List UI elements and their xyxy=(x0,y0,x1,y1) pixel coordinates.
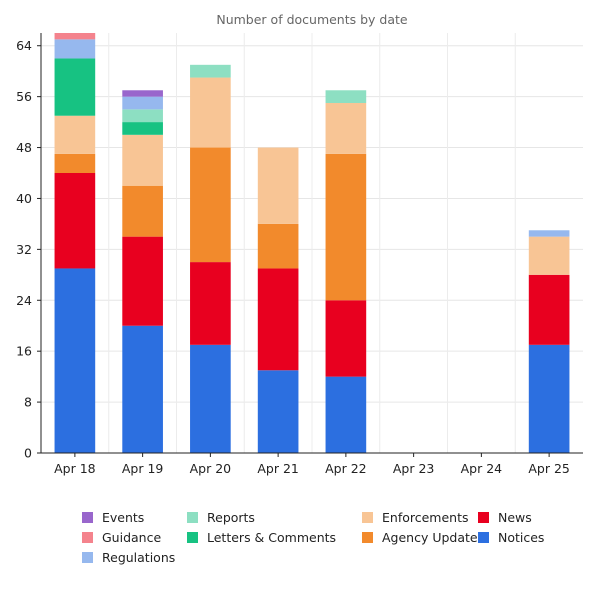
bar-reports-apr-22 xyxy=(325,90,367,103)
legend-label: Letters & Comments xyxy=(207,530,337,545)
legend-swatch xyxy=(187,512,198,523)
legend-label: Enforcements xyxy=(382,510,469,525)
bar-enforcements-apr-21 xyxy=(257,147,299,224)
x-tick-label: Apr 23 xyxy=(393,461,435,476)
legend-item-events[interactable]: Events xyxy=(82,510,144,525)
bar-guidance-apr-18 xyxy=(54,33,96,40)
legend-item-reports[interactable]: Reports xyxy=(187,510,255,525)
bar-enforcements-apr-19 xyxy=(122,134,163,186)
legend-swatch xyxy=(82,552,93,563)
bar-notices-apr-20 xyxy=(190,344,231,453)
y-tick-label: 56 xyxy=(16,89,32,104)
legend-label: Notices xyxy=(498,530,545,545)
bar-notices-apr-22 xyxy=(325,376,367,453)
bar-enforcements-apr-18 xyxy=(54,115,96,154)
bar-news-apr-22 xyxy=(325,300,367,377)
y-tick-label: 64 xyxy=(16,38,32,53)
x-tick-label: Apr 21 xyxy=(257,461,299,476)
bar-news-apr-21 xyxy=(257,268,299,371)
bar-news-apr-18 xyxy=(54,173,96,269)
legend-label: Events xyxy=(102,510,145,525)
legend-item-agency-updates[interactable]: Agency Updates xyxy=(362,530,484,545)
legend-item-enforcements[interactable]: Enforcements xyxy=(362,510,469,525)
bar-news-apr-25 xyxy=(528,274,570,345)
legend-item-notices[interactable]: Notices xyxy=(478,530,544,545)
bar-agency-updates-apr-21 xyxy=(257,223,299,269)
x-tick-label: Apr 20 xyxy=(190,461,232,476)
x-tick-labels: Apr 18 Apr 19 Apr 20 Apr 21 Apr 22 Apr 23 Apr … xyxy=(54,453,570,476)
legend: Events Guidance Regulations Reports Letters … xyxy=(82,510,582,590)
legend-label: Reports xyxy=(207,510,255,525)
bar-regulations-apr-18 xyxy=(54,39,96,59)
legend-swatch xyxy=(478,532,489,543)
bar-letters-comments-apr-19 xyxy=(122,122,163,135)
bar-agency-updates-apr-20 xyxy=(190,147,231,263)
legend-swatch xyxy=(187,532,198,543)
legend-item-regulations[interactable]: Regulations xyxy=(82,550,175,565)
bar-letters-comments-apr-18 xyxy=(54,58,96,116)
bar-events-apr-19 xyxy=(122,90,163,97)
axes xyxy=(40,33,583,454)
y-tick-label: 32 xyxy=(16,242,32,257)
legend-swatch xyxy=(82,512,93,523)
legend-item-guidance[interactable]: Guidance xyxy=(82,530,161,545)
bar-reports-apr-19 xyxy=(122,109,163,123)
bar-enforcements-apr-20 xyxy=(190,77,231,148)
y-tick-label: 0 xyxy=(24,446,32,461)
bar-enforcements-apr-25 xyxy=(528,236,570,275)
legend-swatch xyxy=(478,512,489,523)
y-tick-label: 48 xyxy=(16,140,32,155)
stacked-bar-chart: Number of documents by date 0 8 16 24 32 40 48… xyxy=(16,12,583,476)
legend-label: News xyxy=(498,510,532,525)
y-tick-label: 24 xyxy=(16,293,32,308)
bars xyxy=(54,33,570,453)
bar-news-apr-20 xyxy=(190,262,231,345)
bar-regulations-apr-19 xyxy=(122,96,163,110)
bar-notices-apr-21 xyxy=(257,370,299,453)
legend-label: Agency Updates xyxy=(382,530,485,545)
legend-item-letters-comments[interactable]: Letters & Comments xyxy=(187,530,336,545)
legend-swatch xyxy=(362,532,373,543)
x-tick-label: Apr 19 xyxy=(122,461,164,476)
bar-agency-updates-apr-22 xyxy=(325,153,367,301)
bar-notices-apr-25 xyxy=(528,344,570,453)
y-tick-labels: 0 8 16 24 32 40 48 56 64 xyxy=(16,38,41,461)
x-tick-label: Apr 18 xyxy=(54,461,96,476)
bar-enforcements-apr-22 xyxy=(325,103,367,154)
bar-news-apr-19 xyxy=(122,236,163,326)
bar-notices-apr-18 xyxy=(54,268,96,453)
bar-agency-updates-apr-19 xyxy=(122,185,163,237)
bar-regulations-apr-25 xyxy=(528,230,570,237)
y-tick-label: 8 xyxy=(24,395,32,410)
legend-label: Guidance xyxy=(102,530,162,545)
bar-reports-apr-20 xyxy=(190,64,231,78)
legend-swatch xyxy=(82,532,93,543)
legend-swatch xyxy=(362,512,373,523)
y-tick-label: 40 xyxy=(16,191,32,206)
x-tick-label: Apr 22 xyxy=(325,461,367,476)
legend-label: Regulations xyxy=(102,550,176,565)
y-tick-label: 16 xyxy=(16,344,32,359)
x-tick-label: Apr 24 xyxy=(461,461,503,476)
chart-title: Number of documents by date xyxy=(216,12,408,27)
x-tick-label: Apr 25 xyxy=(528,461,570,476)
bar-notices-apr-19 xyxy=(122,325,163,453)
legend-item-news[interactable]: News xyxy=(478,510,532,525)
bar-agency-updates-apr-18 xyxy=(54,153,96,173)
